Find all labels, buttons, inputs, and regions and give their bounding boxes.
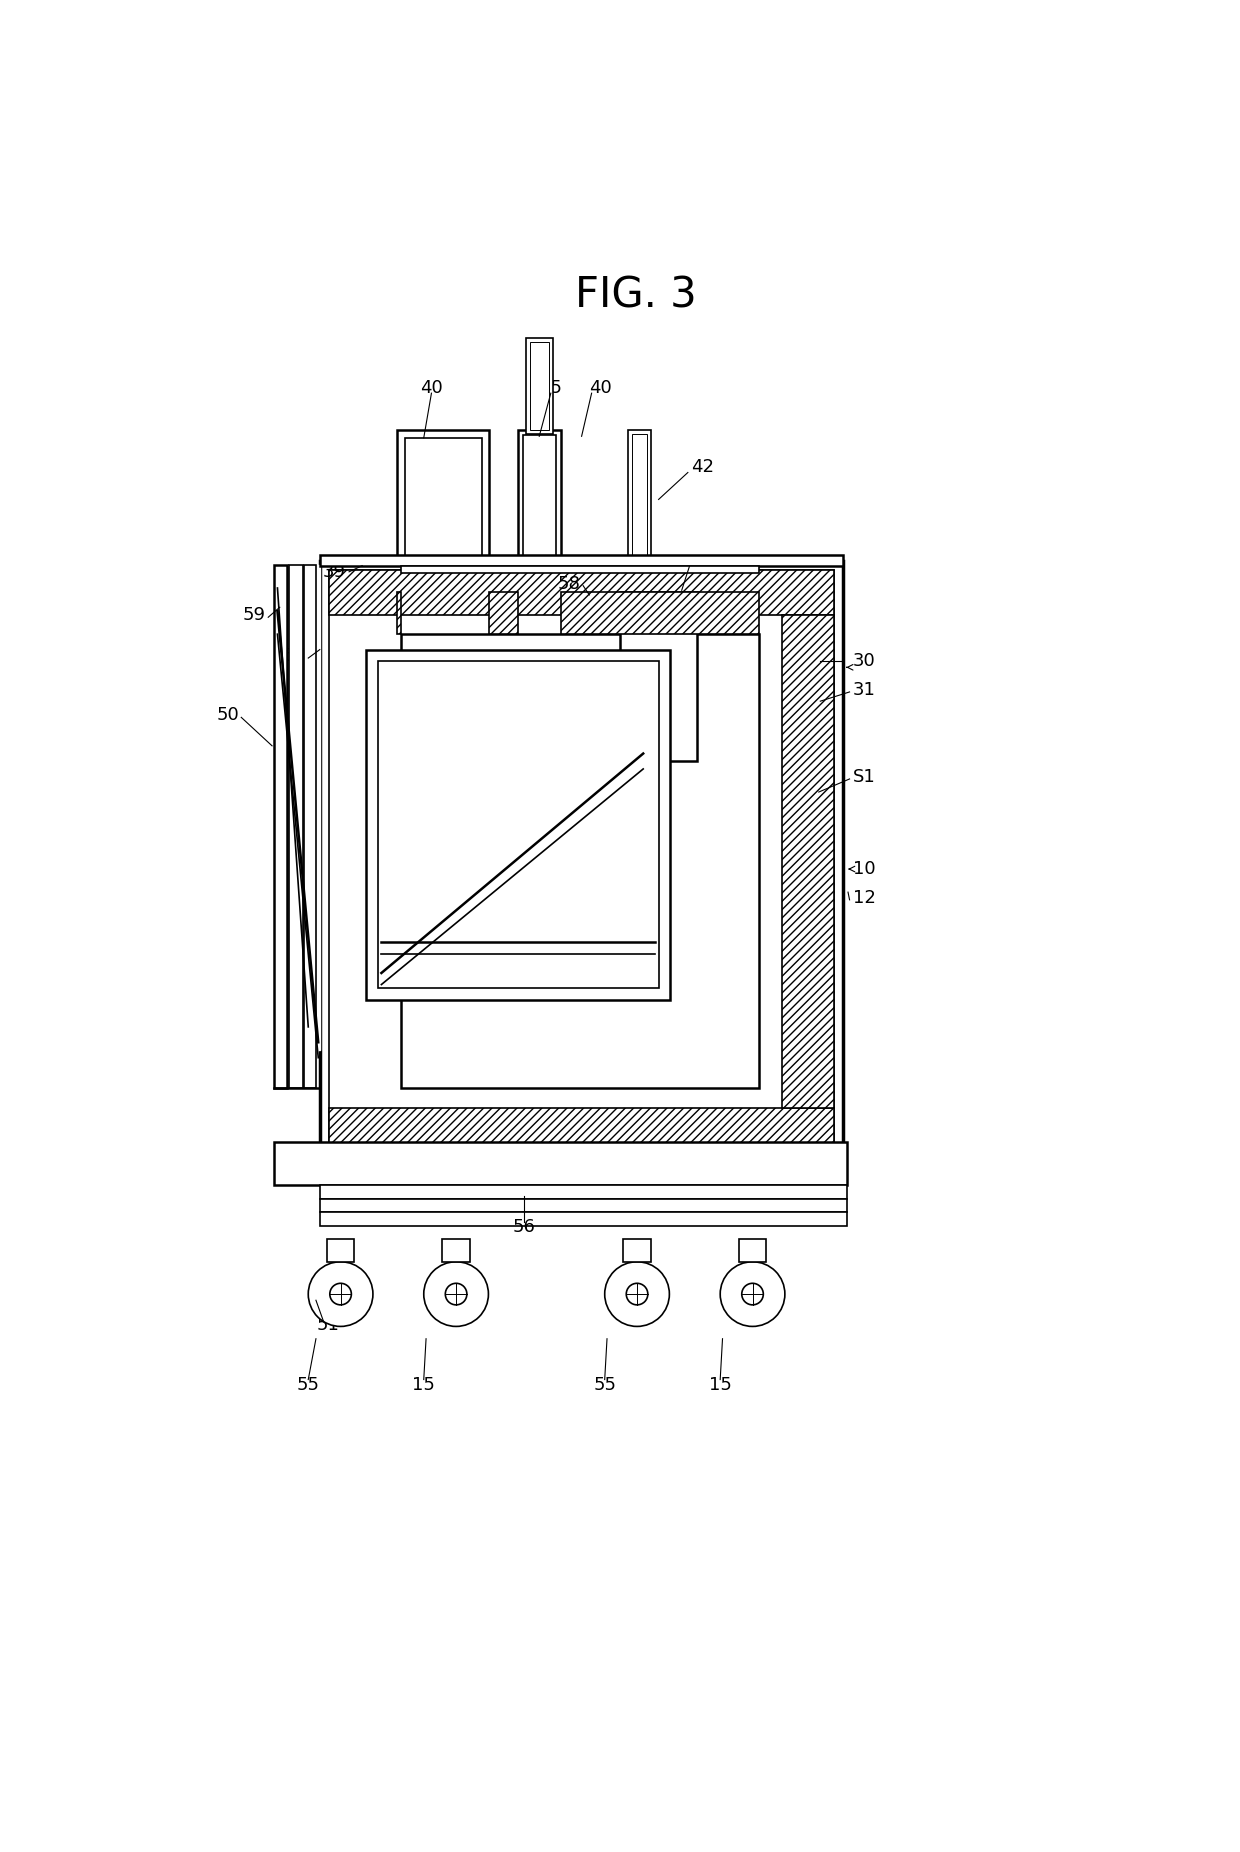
- Text: 30: 30: [853, 652, 875, 670]
- Text: 31: 31: [853, 682, 875, 700]
- Bar: [781, 615, 835, 1107]
- Bar: [304, 565, 316, 1089]
- Text: 45: 45: [539, 380, 562, 396]
- Text: 55: 55: [296, 1376, 320, 1395]
- Bar: [627, 600, 689, 754]
- Circle shape: [309, 1261, 373, 1326]
- Bar: [560, 593, 759, 633]
- Bar: [329, 570, 835, 615]
- Text: 12: 12: [853, 889, 875, 907]
- Text: 42: 42: [691, 457, 714, 476]
- Text: 39: 39: [322, 563, 346, 582]
- Bar: [523, 435, 557, 561]
- Bar: [631, 433, 647, 561]
- Bar: [320, 1185, 847, 1198]
- Text: 58: 58: [557, 576, 580, 593]
- Bar: [397, 593, 401, 633]
- Bar: [518, 430, 560, 565]
- Text: 15: 15: [413, 1376, 435, 1395]
- Circle shape: [445, 1283, 467, 1306]
- Bar: [526, 337, 553, 433]
- Bar: [366, 650, 670, 1000]
- Bar: [289, 565, 303, 1089]
- Bar: [320, 556, 843, 565]
- Text: S2: S2: [454, 800, 479, 819]
- Circle shape: [424, 1261, 489, 1326]
- Text: 32: 32: [692, 554, 714, 572]
- Text: S1: S1: [853, 767, 875, 785]
- Bar: [320, 1213, 847, 1226]
- Bar: [329, 570, 835, 1152]
- Circle shape: [720, 1261, 785, 1326]
- Bar: [274, 565, 288, 1089]
- Bar: [401, 633, 759, 1089]
- Circle shape: [742, 1283, 764, 1306]
- Bar: [274, 1143, 847, 1185]
- Bar: [490, 593, 518, 633]
- Text: FIG. 3: FIG. 3: [574, 274, 697, 317]
- Text: 59: 59: [243, 606, 265, 624]
- Text: 50: 50: [216, 706, 239, 724]
- Bar: [329, 1107, 835, 1152]
- Text: 51: 51: [316, 1317, 339, 1333]
- Bar: [739, 1239, 766, 1261]
- Circle shape: [330, 1283, 351, 1306]
- Circle shape: [605, 1261, 670, 1326]
- Bar: [397, 430, 490, 565]
- Bar: [443, 1239, 470, 1261]
- Bar: [401, 565, 759, 574]
- Bar: [320, 1198, 847, 1213]
- Circle shape: [626, 1283, 647, 1306]
- Bar: [377, 661, 658, 989]
- Bar: [326, 1239, 355, 1261]
- Bar: [624, 1239, 651, 1261]
- Text: 57: 57: [283, 646, 306, 665]
- Bar: [627, 430, 651, 565]
- Bar: [620, 593, 697, 761]
- Bar: [529, 341, 549, 430]
- Text: 56: 56: [512, 1219, 536, 1235]
- Polygon shape: [274, 565, 320, 1050]
- Bar: [320, 561, 843, 1161]
- Text: 55: 55: [593, 1376, 616, 1395]
- Bar: [404, 437, 481, 557]
- Text: 40: 40: [420, 380, 443, 396]
- Text: 10: 10: [853, 859, 875, 878]
- Text: 40: 40: [589, 380, 613, 396]
- Text: 15: 15: [709, 1376, 732, 1395]
